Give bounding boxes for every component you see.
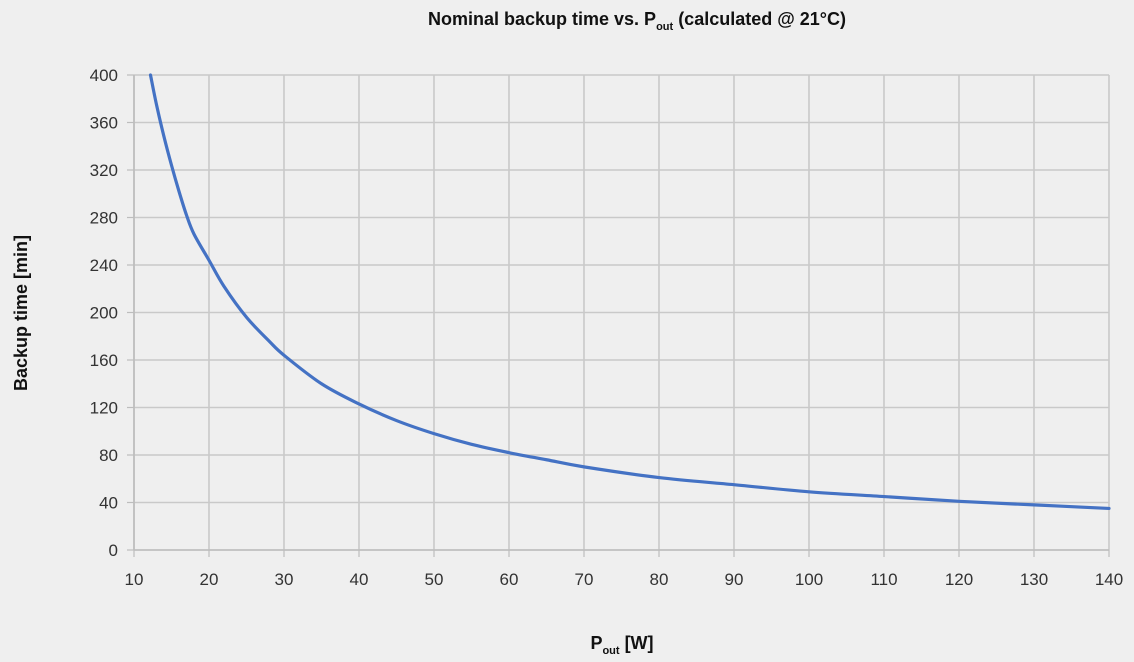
x-tick-label: 140: [1095, 570, 1123, 589]
x-tick-label: 130: [1020, 570, 1048, 589]
x-axis-title-rest: [W]: [620, 633, 654, 653]
y-tick-label: 320: [90, 161, 118, 180]
x-tick-label: 30: [275, 570, 294, 589]
x-tick-label: 10: [125, 570, 144, 589]
y-tick-label: 80: [99, 446, 118, 465]
x-tick-label: 100: [795, 570, 823, 589]
x-tick-label: 120: [945, 570, 973, 589]
x-tick-label: 90: [725, 570, 744, 589]
y-tick-label: 240: [90, 256, 118, 275]
x-tick-label: 80: [650, 570, 669, 589]
x-tick-label: 60: [500, 570, 519, 589]
grid: [133, 74, 1110, 551]
chart-title-subscript: out: [656, 21, 673, 33]
y-tick-label: 360: [90, 114, 118, 133]
x-tick-label: 40: [350, 570, 369, 589]
y-tick-label: 40: [99, 494, 118, 513]
chart-title-main: Nominal backup time vs. P: [428, 9, 656, 29]
tick-labels: 10 20 30 40 50 60 70 80 90 100 110 120 130 140 0 40 80 12…: [90, 66, 1124, 589]
y-tick-label: 280: [90, 209, 118, 228]
y-tick-label: 120: [90, 399, 118, 418]
x-axis-title-main: P: [590, 633, 602, 653]
series: [148, 73, 1111, 511]
x-axis-title: Pout [W]: [590, 633, 653, 657]
x-tick-label: 110: [870, 570, 897, 589]
chart-title: Nominal backup time vs. Pout (calculated…: [428, 9, 846, 33]
x-tick-label: 70: [575, 570, 594, 589]
x-tick-label: 20: [200, 570, 219, 589]
y-tick-label: 400: [90, 66, 118, 85]
y-tick-label: 0: [109, 541, 118, 560]
y-axis-title: Backup time [min]: [11, 235, 31, 391]
x-tick-label: 50: [425, 570, 444, 589]
x-axis-title-subscript: out: [602, 645, 619, 657]
backup-time-curve: [148, 73, 1111, 511]
chart-title-rest: (calculated @ 21°C): [673, 9, 846, 29]
y-tick-label: 160: [90, 351, 118, 370]
axes: [127, 74, 1110, 557]
y-tick-label: 200: [90, 304, 118, 323]
